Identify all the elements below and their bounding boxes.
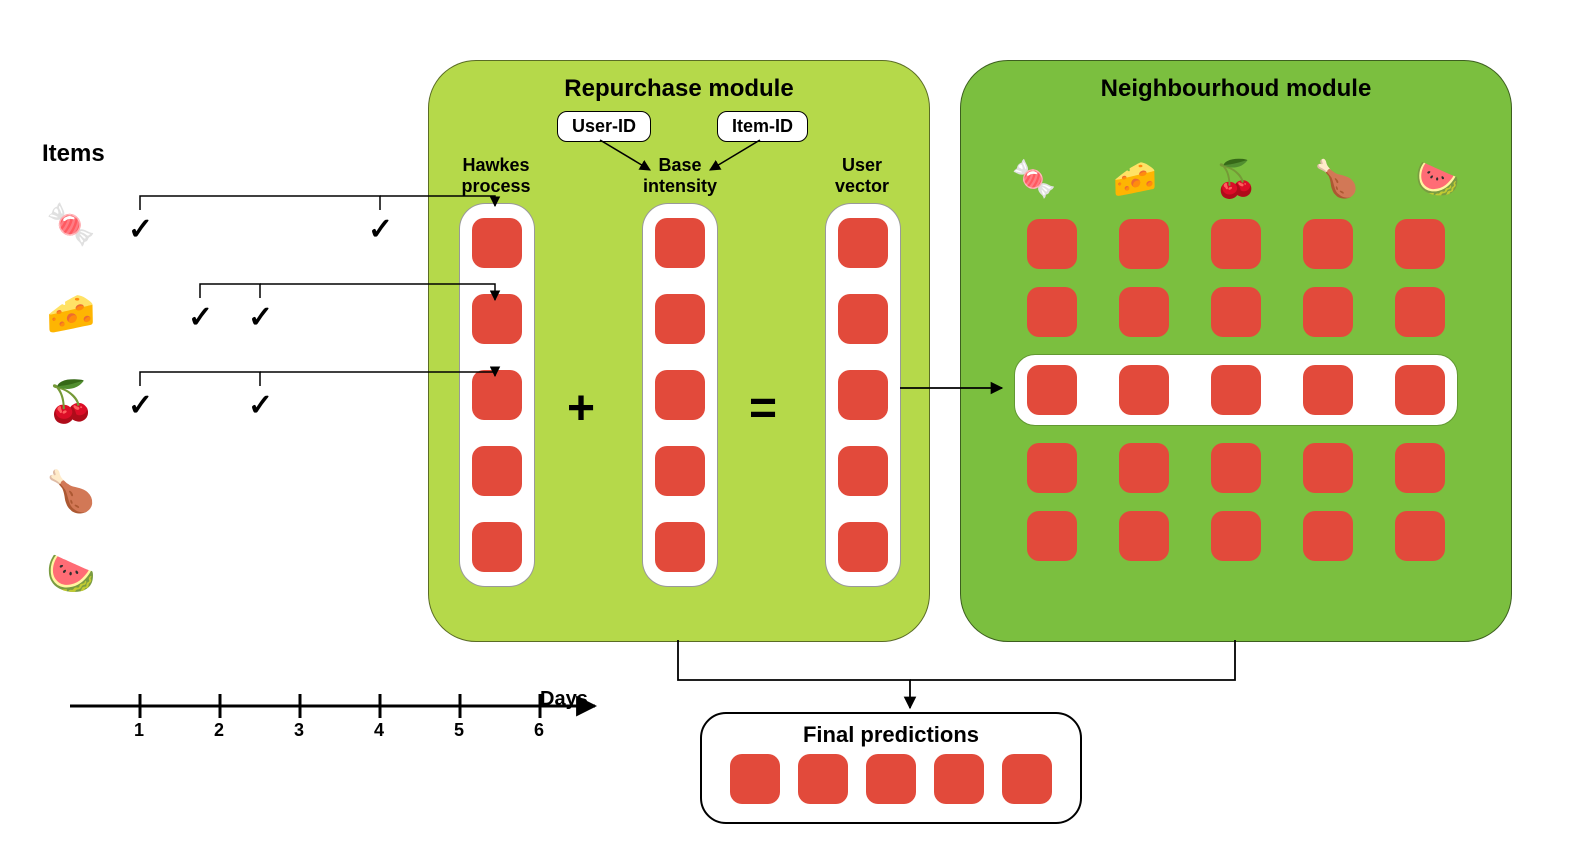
matrix-cell: [1303, 219, 1353, 269]
vector-cell: [838, 218, 888, 268]
neighbourhood-panel: Neighbourhoud module 🍬 🧀 🍒 🍗 🍉: [960, 60, 1512, 642]
matrix-row: [1027, 219, 1445, 269]
day-tick-label: 5: [454, 720, 464, 741]
watermelon-icon: 🍉: [46, 554, 96, 594]
matrix-cell: [1119, 287, 1169, 337]
matrix-cell: [1303, 365, 1353, 415]
diagram-stage: Items 🍬 🧀 🍒 🍗 🍉 ✓ ✓ ✓ ✓ ✓ ✓ Repurchase m…: [0, 0, 1596, 864]
matrix-row: [1027, 443, 1445, 493]
matrix-cell: [1027, 365, 1077, 415]
plus-operator: +: [567, 381, 595, 436]
matrix-cell: [1211, 443, 1261, 493]
matrix-cell: [1027, 443, 1077, 493]
matrix-cell: [1211, 365, 1261, 415]
neighbour-matrix: [961, 219, 1511, 561]
days-label: Days: [540, 688, 588, 711]
prediction-cell: [934, 754, 984, 804]
vector-cell: [472, 370, 522, 420]
matrix-row: [1027, 287, 1445, 337]
check-icon: ✓: [368, 212, 393, 247]
matrix-cell: [1211, 219, 1261, 269]
matrix-cell: [1395, 219, 1445, 269]
item-id-tag: Item-ID: [717, 111, 808, 142]
prediction-cell: [730, 754, 780, 804]
day-tick-label: 2: [214, 720, 224, 741]
watermelon-icon: 🍉: [1415, 161, 1460, 197]
repurchase-panel: Repurchase module User-ID Item-ID Hawkes…: [428, 60, 930, 642]
matrix-cell: [1119, 511, 1169, 561]
matrix-cell: [1211, 287, 1261, 337]
matrix-cell: [1303, 287, 1353, 337]
vector-cell: [655, 446, 705, 496]
check-icon: ✓: [128, 388, 153, 423]
final-predictions-row: [730, 754, 1052, 804]
vector-cell: [838, 294, 888, 344]
prediction-cell: [866, 754, 916, 804]
vector-cell: [838, 370, 888, 420]
vector-cell: [472, 294, 522, 344]
vector-cell: [655, 218, 705, 268]
matrix-cell: [1395, 365, 1445, 415]
matrix-cell: [1211, 511, 1261, 561]
matrix-cell: [1303, 511, 1353, 561]
matrix-cell: [1303, 443, 1353, 493]
cherries-icon: 🍒: [1214, 161, 1259, 197]
vector-cell: [472, 446, 522, 496]
matrix-cell: [1395, 511, 1445, 561]
day-tick-label: 6: [534, 720, 544, 741]
check-icon: ✓: [248, 388, 273, 423]
vector-cell: [472, 522, 522, 572]
final-predictions-title: Final predictions: [730, 722, 1052, 748]
cheese-icon: 🧀: [1113, 161, 1158, 197]
base-intensity-column: [642, 203, 718, 587]
vector-cell: [655, 294, 705, 344]
base-intensity-label: Base intensity: [635, 155, 725, 196]
neighbourhood-title: Neighbourhoud module: [961, 75, 1511, 103]
matrix-cell: [1027, 511, 1077, 561]
prediction-cell: [1002, 754, 1052, 804]
user-vector-column: [825, 203, 901, 587]
user-id-tag: User-ID: [557, 111, 651, 142]
check-icon: ✓: [248, 300, 273, 335]
neighbour-icons-row: 🍬 🧀 🍒 🍗 🍉: [961, 161, 1511, 197]
matrix-cell: [1119, 443, 1169, 493]
matrix-cell: [1027, 287, 1077, 337]
day-tick-label: 3: [294, 720, 304, 741]
matrix-row-highlight: [1015, 355, 1457, 425]
vector-cell: [655, 522, 705, 572]
matrix-cell: [1027, 219, 1077, 269]
poultry-icon: 🍗: [1314, 161, 1359, 197]
hawkes-label: Hawkes process: [451, 155, 541, 196]
vector-cell: [838, 446, 888, 496]
prediction-cell: [798, 754, 848, 804]
day-tick-label: 4: [374, 720, 384, 741]
candy-icon: 🍬: [1012, 161, 1057, 197]
candy-icon: 🍬: [46, 205, 96, 245]
poultry-icon: 🍗: [46, 472, 96, 512]
equals-operator: =: [749, 381, 777, 436]
day-tick-label: 1: [134, 720, 144, 741]
user-vector-label: User vector: [817, 155, 907, 196]
matrix-cell: [1119, 219, 1169, 269]
matrix-cell: [1395, 443, 1445, 493]
cherries-icon: 🍒: [46, 382, 96, 422]
vector-cell: [655, 370, 705, 420]
repurchase-title: Repurchase module: [429, 75, 929, 103]
final-predictions-box: Final predictions: [700, 712, 1082, 824]
matrix-cell: [1119, 365, 1169, 415]
check-icon: ✓: [128, 212, 153, 247]
matrix-row: [1027, 511, 1445, 561]
check-icon: ✓: [188, 300, 213, 335]
items-heading: Items: [42, 140, 105, 168]
cheese-icon: 🧀: [46, 294, 96, 334]
vector-cell: [838, 522, 888, 572]
matrix-cell: [1395, 287, 1445, 337]
vector-cell: [472, 218, 522, 268]
hawkes-column: [459, 203, 535, 587]
